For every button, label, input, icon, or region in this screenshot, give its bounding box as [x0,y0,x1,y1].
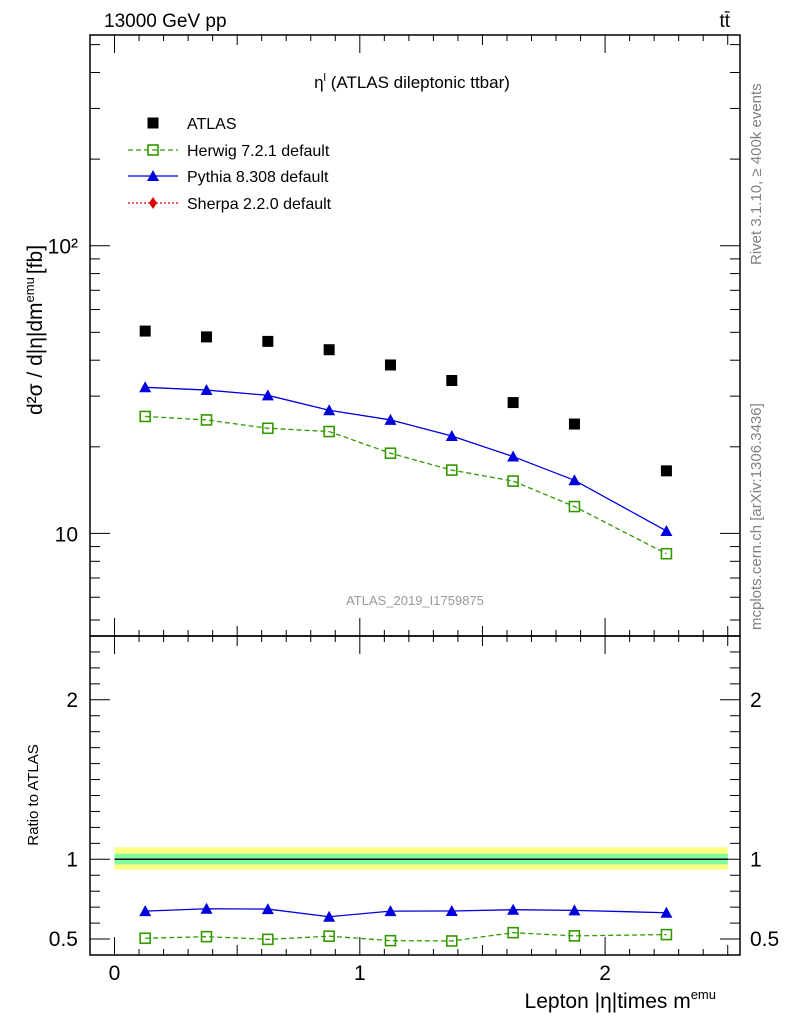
herwig-ratio-line [145,932,667,942]
pythia-point [445,430,458,442]
ratio-tick-label: 0.5 [750,928,779,951]
atlas-point [262,335,274,347]
herwig-ratio-point [445,935,458,947]
herwig-point [568,500,581,513]
herwig-point [262,422,274,435]
rivet-version-label: Rivet 3.1.10, ≥ 400k events [748,83,765,265]
legend-marker-pythia [147,170,159,181]
pythia-point [568,474,581,486]
pythia-ratio-point [384,905,397,917]
atlas-point [323,344,335,356]
herwig-ratio-point [323,930,335,942]
x-tick-label: 1 [354,962,366,985]
atlas-point [568,418,580,430]
atlas-point [201,331,213,343]
pythia-ratio-point [660,906,673,918]
legend-label-pythia: Pythia 8.308 default [187,169,329,186]
legend-marker-sherpa [149,197,157,209]
pythia-ratio-point [568,904,581,916]
x-tick-label: 0 [109,962,121,985]
y-tick-label: 10² [48,236,78,259]
herwig-ratio-point [262,933,274,946]
herwig-point [139,410,151,423]
herwig-point [445,464,458,476]
pythia-point [261,389,274,401]
herwig-point [323,425,335,438]
energy-label: 13000 GeV pp [104,11,227,32]
ratio-y-axis-label: Ratio to ATLAS [25,744,42,845]
atlas-point [139,325,151,337]
herwig-point [660,547,673,560]
legend-label-atlas: ATLAS [187,116,237,133]
herwig-ratio-point [568,930,581,942]
pythia-point [507,450,520,462]
atlas-point [446,375,458,387]
pythia-line [145,386,667,532]
ratio-tick-label: 2 [750,689,762,712]
analysis-id-label: ATLAS_2019_I1759875 [346,593,484,608]
herwig-line [145,415,667,555]
process-label: tt̄ [719,11,730,32]
pythia-ratio-point [323,910,336,922]
legend: ATLAS Herwig 7.2.1 default Pythia 8.308 de… [128,116,332,213]
legend-label-sherpa: Sherpa 2.2.0 default [187,196,332,213]
atlas-point [507,397,519,409]
pythia-point [200,384,213,396]
y-axis-label: d²σ / d|η|dmemu[fb] [22,245,47,415]
herwig-point [200,414,213,426]
ratio-tick-label: 1 [66,848,78,871]
atlas-point [660,465,672,477]
legend-marker-herwig [147,144,159,156]
atlas-point [384,359,396,371]
ratio-tick-label: 2 [66,689,78,712]
pythia-ratio-point [261,903,274,915]
ratio-plot-area: 0 1 2 0.5 0.5 1 1 2 2 [49,635,779,985]
pythia-ratio-point [139,905,152,917]
plot-title: ηl (ATLAS dileptonic ttbar) [314,72,510,92]
pythia-ratio-point [200,902,213,914]
legend-label-herwig: Herwig 7.2.1 default [187,143,330,160]
x-tick-label: 2 [599,962,611,985]
herwig-ratio-point [384,934,397,947]
ratio-tick-label: 0.5 [49,928,78,951]
herwig-ratio-point [660,928,673,941]
pythia-ratio-point [507,903,520,915]
y-tick-label: 10 [55,523,78,546]
herwig-ratio-point [200,930,213,943]
pythia-ratio-line [145,908,667,918]
pythia-point [660,524,673,536]
x-axis-label: Lepton |η|times memu [525,987,716,1013]
herwig-ratio-point [139,932,151,945]
pythia-ratio-point [445,904,458,916]
ratio-tick-label: 1 [750,848,762,871]
legend-marker-atlas [147,117,159,129]
herwig-point [384,447,397,460]
pythia-point [323,404,336,416]
herwig-point [507,475,519,487]
herwig-ratio-point [507,926,519,939]
mcplots-credit-label: mcplots.cern.ch [arXiv:1306.3436] [748,403,765,630]
pythia-point [384,413,397,425]
ratio-frame [89,635,741,956]
pythia-point [139,381,152,393]
